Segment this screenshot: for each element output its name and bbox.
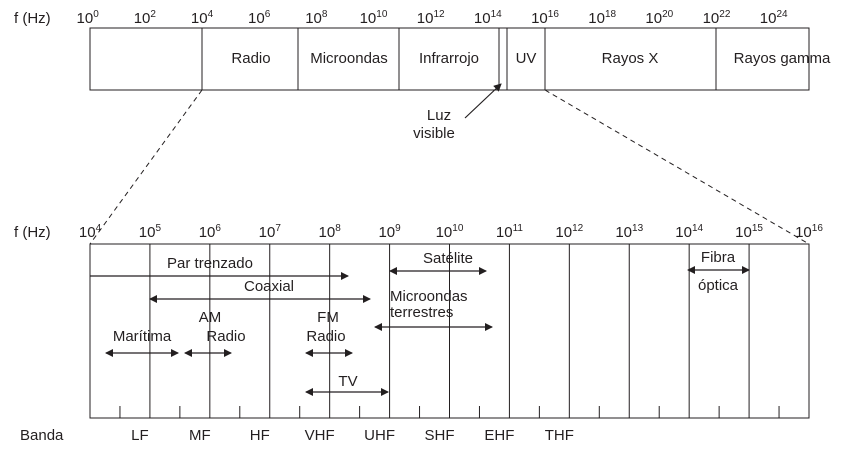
top-axis-tick-labels: 100 102 104 106 108 1010 1012 1014 1016 1018 1020 1… [77,9,788,27]
top-tick-label: 1010 [360,9,388,27]
top-tick-label: 1012 [417,9,445,27]
visible-light-arrow [464,83,502,119]
top-tick-label: 102 [134,9,157,27]
satellite-label: Satélite [423,250,473,267]
visible-light-label-line2: visible [413,125,455,142]
top-tick-label: 1024 [760,9,788,27]
am-radio-label-line1: AM [199,309,222,326]
bottom-tick-label: 107 [259,223,282,241]
band-infrared: Infrarrojo [419,50,479,67]
zoom-line-right [544,89,810,245]
band-name-mf: MF [189,427,211,444]
bottom-tick-label: 1015 [735,223,763,241]
bottom-tick-label: 1011 [496,223,524,241]
top-tick-label: 108 [305,9,328,27]
bottom-tick-label: 1013 [615,223,643,241]
band-name-uhf: UHF [364,427,395,444]
twisted-pair-label: Par trenzado [167,255,253,272]
bottom-axis-label: f (Hz) [14,224,51,241]
bottom-tick-label: 1014 [675,223,703,241]
am-radio-label-line2: Radio [206,328,245,345]
bottom-tick-label: 106 [199,223,222,241]
band-radio: Radio [231,50,270,67]
bottom-tick-label: 109 [378,223,401,241]
top-tick-label: 100 [77,9,100,27]
bottom-tick-label: 104 [79,223,102,241]
bottom-tick-label: 108 [319,223,342,241]
bottom-tick-label: 1010 [436,223,464,241]
bands-row-label: Banda [20,427,64,444]
spectrum-bar [89,27,810,91]
band-name-thf: THF [545,427,574,444]
maritime-label: Marítima [113,328,172,345]
band-xrays: Rayos X [602,50,659,67]
visible-light-label-line1: Luz [427,107,451,124]
bottom-axis-tick-labels: 104 105 106 107 108 109 1010 1011 1012 1013 1014 10… [79,223,823,241]
bottom-tick-label: 105 [139,223,162,241]
terrestrial-microwave-label-line2: terrestres [390,304,453,321]
fm-radio-label-line1: FM [317,309,339,326]
fiber-label-line1: Fibra [701,249,736,266]
band-gamma: Rayos gamma [734,50,831,67]
top-tick-label: 106 [248,9,271,27]
band-name-ehf: EHF [484,427,514,444]
fm-radio-label-line2: Radio [306,328,345,345]
top-axis-label: f (Hz) [14,10,51,27]
top-tick-label: 1016 [531,9,559,27]
tv-label: TV [338,373,357,390]
band-uv: UV [516,50,537,67]
band-tick-marks [119,406,780,418]
top-tick-label: 1018 [588,9,616,27]
top-tick-label: 104 [191,9,214,27]
bottom-tick-label: 1012 [555,223,583,241]
band-microwave: Microondas [310,50,388,67]
top-tick-label: 1022 [703,9,731,27]
band-name-labels: LF MF HF VHF UHF SHF EHF THF [131,427,574,444]
band-name-vhf: VHF [305,427,335,444]
zoom-line-left [89,89,203,245]
band-name-lf: LF [131,427,149,444]
fiber-label-line2: óptica [698,277,739,294]
band-name-shf: SHF [425,427,455,444]
top-tick-label: 1020 [645,9,673,27]
terrestrial-microwave-label-line1: Microondas [390,288,468,305]
band-name-hf: HF [250,427,270,444]
bottom-tick-label: 1016 [795,223,823,241]
coax-label: Coaxial [244,278,294,295]
top-tick-label: 1014 [474,9,502,27]
